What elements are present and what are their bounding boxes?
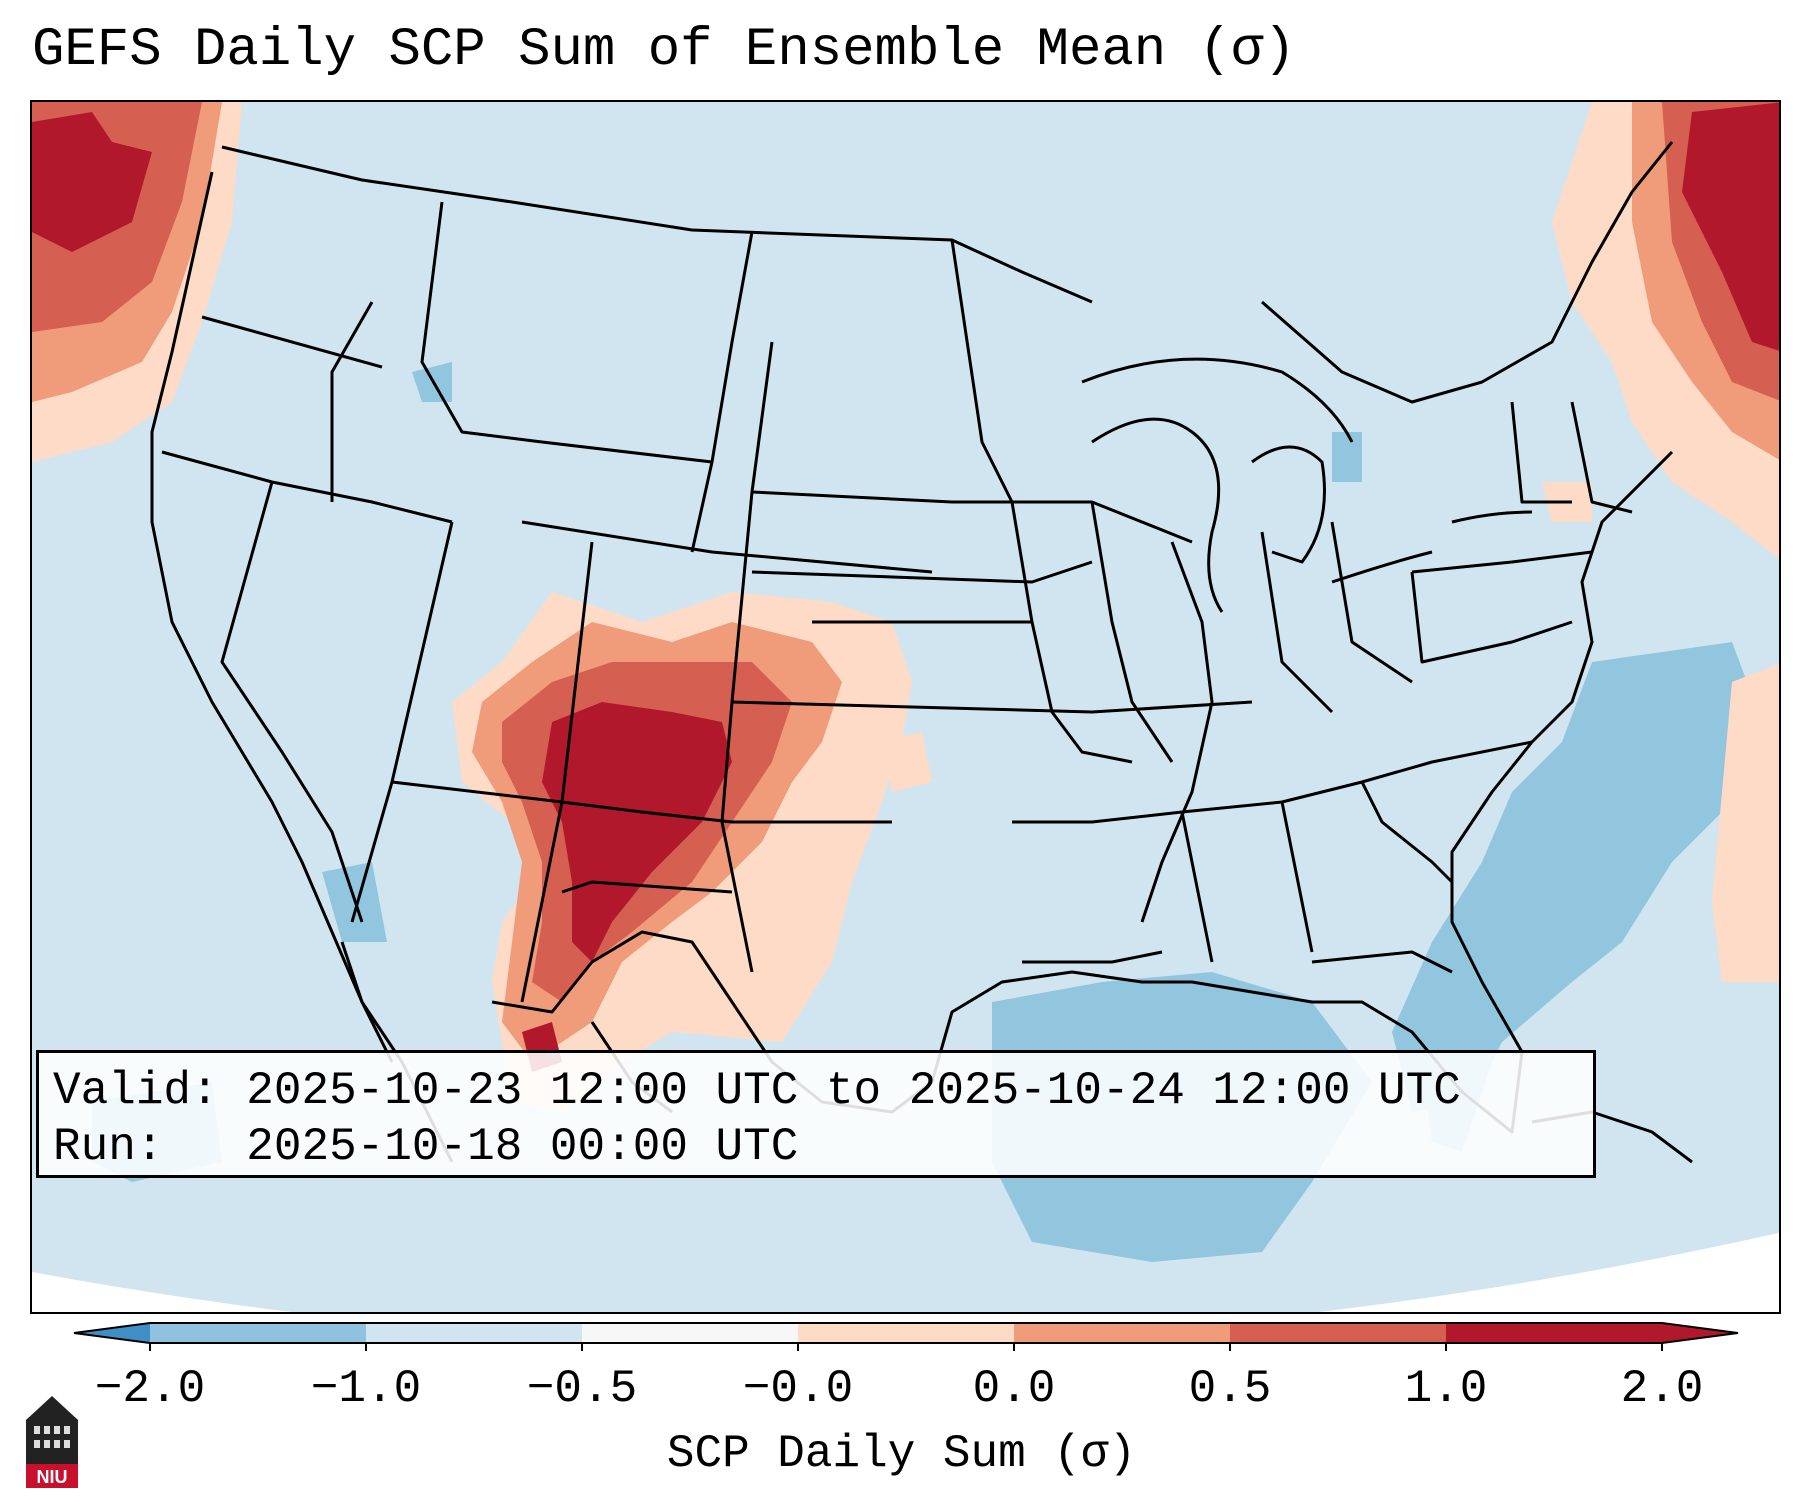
run-label: Run: bbox=[53, 1121, 164, 1173]
west-coast bbox=[150, 171, 394, 1063]
colorbar-segment-1 bbox=[150, 1323, 366, 1343]
colorbar-tick-label: 1.0 bbox=[1404, 1363, 1488, 1415]
niu-logo-text: NIU bbox=[37, 1467, 68, 1487]
lake-huron bbox=[1251, 445, 1326, 564]
gulf-and-east-coast bbox=[491, 450, 1674, 1134]
lake-michigan bbox=[1091, 417, 1224, 613]
valid-time-range: 2025-10-23 12:00 UTC to 2025-10-24 12:00… bbox=[246, 1065, 1461, 1117]
run-time: 2025-10-18 00:00 UTC bbox=[246, 1121, 799, 1173]
us-canada-border bbox=[221, 145, 1093, 304]
colorbar-tick-marks bbox=[149, 1343, 1663, 1351]
us-canada-border-east bbox=[1261, 141, 1674, 404]
colorbar-segment-7 bbox=[1446, 1323, 1662, 1343]
colorbar-segment-3 bbox=[582, 1323, 798, 1343]
colorbar-segment-6 bbox=[1230, 1323, 1446, 1343]
michigan-negative-area bbox=[1332, 432, 1362, 482]
validity-box: Valid: 2025-10-23 12:00 UTC to 2025-10-2… bbox=[36, 1050, 1596, 1178]
colorbar-tick-label: −0.5 bbox=[526, 1363, 638, 1415]
nevada-border bbox=[220, 481, 364, 923]
colorbar-tick-label: 0.0 bbox=[972, 1363, 1056, 1415]
colorbar bbox=[73, 1322, 1739, 1351]
colorbar-label: SCP Daily Sum (σ) bbox=[666, 1428, 1137, 1480]
or-ca-border bbox=[161, 450, 453, 524]
map-title: GEFS Daily SCP Sum of Ensemble Mean (σ) bbox=[32, 20, 1296, 81]
colorbar-tick-label: −2.0 bbox=[94, 1363, 206, 1415]
atlantic-negative-area bbox=[1392, 642, 1762, 1112]
colorbar-right-extension bbox=[1662, 1323, 1738, 1343]
colorbar-tick-label: 0.5 bbox=[1188, 1363, 1272, 1415]
niu-logo: NIU bbox=[26, 1396, 78, 1488]
colorbar-segment-2 bbox=[366, 1323, 582, 1343]
lake-ontario bbox=[1451, 510, 1533, 524]
colorbar-tick-label: 2.0 bbox=[1620, 1363, 1704, 1415]
lake-superior bbox=[1081, 357, 1354, 443]
colorbar-tick-label: −0.0 bbox=[742, 1363, 854, 1415]
colorbar-left-extension bbox=[74, 1323, 150, 1343]
positive-anomaly-areas bbox=[32, 102, 1779, 1112]
valid-label: Valid: bbox=[53, 1065, 219, 1117]
colorbar-tick-label: −1.0 bbox=[310, 1363, 422, 1415]
colorbar-segment-5 bbox=[1014, 1323, 1230, 1343]
colorbar-segment-4 bbox=[798, 1323, 1014, 1343]
projection-edge bbox=[32, 1232, 1779, 1312]
lake-erie bbox=[1331, 550, 1433, 584]
niu-logo-building-icon bbox=[26, 1396, 78, 1464]
